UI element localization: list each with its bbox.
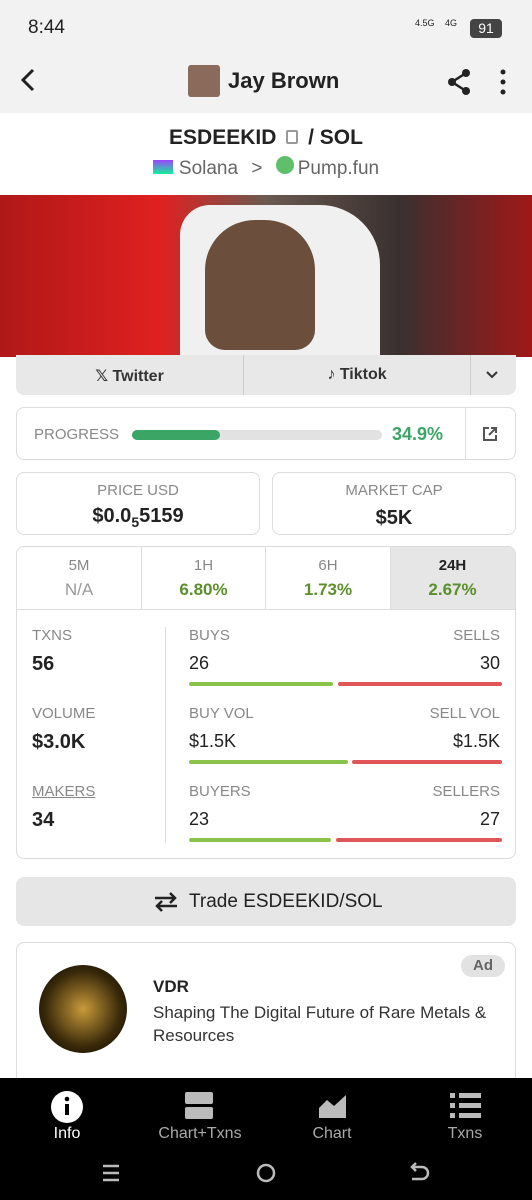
clock: 8:44 [28,17,65,38]
timeframe-change: 2.67% [428,580,477,599]
nav-item[interactable]: Info [53,1125,81,1142]
selected-tab-bg [390,547,515,609]
stat-label[interactable]: MAKERS [32,783,96,800]
chain[interactable]: Solana [178,158,239,179]
stat-total: 56 [32,653,55,675]
external-link[interactable] [481,425,499,443]
stat-left: 26 [189,653,210,673]
ad-badge: Ad [461,955,505,977]
price-card: PRICE USD $0.055159 [16,472,260,535]
bottom-nav [0,1078,532,1200]
progress-label: PROGRESS [34,426,120,443]
stat-right-label: SELLERS [432,783,500,800]
ad-name: VDR [153,977,189,996]
buy-bar [189,682,333,686]
stat-right: 27 [479,809,500,829]
price-digits: 5159 [139,505,184,527]
ad-description: Shaping The Digital Future of Rare Metal… [153,1003,487,1045]
nav-item[interactable]: Txns [447,1125,483,1142]
chart-txns-icon [185,1092,213,1120]
ad-card[interactable]: Ad VDR Shaping The Digital Future of Rar… [16,942,516,1092]
twitter-link[interactable]: 𝕏 Twitter [95,368,164,385]
price-label: PRICE USD [97,482,179,499]
price-zeros: 5 [131,514,140,530]
header-title: Jay Brown [228,68,340,93]
avatar [188,65,220,97]
sell-bar [338,682,502,686]
timeframe-label[interactable]: 5M [68,557,90,574]
banner-image [0,195,532,357]
trade-button[interactable]: Trade ESDEEKID/SOL [16,877,516,926]
info-icon [51,1091,83,1123]
nav-item[interactable]: Chart+Txns [158,1125,242,1142]
system-nav [103,1162,430,1183]
stat-right: 30 [479,653,500,673]
timeframe-label[interactable]: 6H [318,557,338,574]
tiktok-link[interactable]: ♪ Tiktok [327,366,387,383]
stat-left-label: BUYS [189,627,230,644]
stat-label: VOLUME [32,705,96,722]
token-chain: Solana > Pump.fun [0,156,532,180]
price-value: $0.055159 [17,505,259,530]
expand-button[interactable] [484,368,500,382]
progress-value: 34.9% [392,424,444,444]
stat-left-label: BUY VOL [189,705,254,722]
timeframe-change: N/A [64,580,94,599]
progress-card: PROGRESS 34.9% [16,407,516,460]
pump-icon [275,156,294,174]
timeframe-label[interactable]: 1H [193,557,214,574]
header: Jay Brown [0,55,532,113]
stat-total: $3.0K [32,731,86,753]
chart-icon [319,1095,346,1118]
stat-label: TXNS [32,627,73,644]
network: 4.5G [415,18,435,28]
dex[interactable]: Pump.fun [297,158,380,179]
network: 4G [445,18,458,28]
sell-bar [352,760,502,764]
nav-item[interactable]: Chart [312,1125,352,1142]
link-label: Twitter [112,368,164,385]
timeframe-change: 1.73% [303,580,353,599]
stat-right: $1.5K [452,731,500,751]
banner-face [205,220,315,350]
token-quote: / SOL [308,126,363,149]
stats-card: 5M N/A 1H 6.80% 6H 1.73% 24H 2.67% TXNS 56 BUYS SE… [16,546,516,859]
stat-left: 23 [189,809,210,829]
token-symbol[interactable]: ESDEEKID [169,126,277,149]
market-cap-card: MARKET CAP $5K [272,472,516,535]
share-button[interactable] [446,68,474,96]
solana-icon [152,160,173,174]
trade-label: Trade ESDEEKID/SOL [189,891,383,912]
back-button[interactable] [16,67,42,93]
copy-icon[interactable] [286,130,299,144]
market-cap-label: MARKET CAP [345,482,443,499]
links-bar: 𝕏 Twitter ♪ Tiktok [16,355,516,395]
link-label: Tiktok [339,366,387,383]
market-cap-value: $5K [375,507,413,529]
battery: 91 [470,19,502,38]
buy-bar [189,838,331,842]
stat-left-label: BUYERS [189,783,251,800]
token-pair: ESDEEKID / SOL [0,126,532,150]
timeframe-change: 6.80% [179,580,228,599]
status-bar: 8:44 4.5G 4G 91 [0,0,532,55]
stat-total: 34 [32,809,55,831]
progress-fill [132,430,220,440]
menu-button[interactable] [498,68,508,96]
buy-bar [189,760,348,764]
price-prefix: $0.0 [92,505,132,527]
timeframe-label[interactable]: 24H [438,557,467,574]
stat-right-label: SELL VOL [429,705,500,722]
stat-left: $1.5K [189,731,237,751]
swap-icon [155,892,177,912]
ad-logo [39,965,127,1053]
stat-right-label: SELLS [453,627,500,644]
txns-icon [450,1093,481,1118]
progress-track [132,430,382,440]
sell-bar [336,838,502,842]
